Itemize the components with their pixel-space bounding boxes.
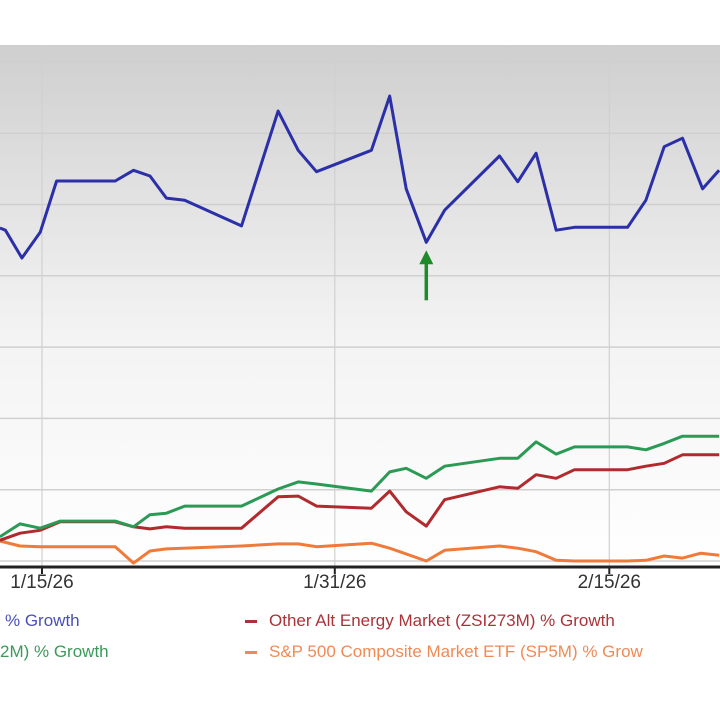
series-line-2 (0, 434, 720, 539)
plot-background (0, 45, 720, 567)
arrow-up-icon (419, 250, 434, 265)
legend-item-company: % Growth (5, 611, 80, 631)
legend-label: % Growth (5, 611, 80, 630)
x-tick-label: 2/15/26 (577, 572, 641, 593)
legend-label: S&P 500 Composite Market ETF (SP5M) % Gr… (269, 642, 643, 661)
x-tick-label: 1/31/26 (303, 572, 367, 593)
legend-label: Other Alt Energy Market (ZSI273M) % Grow… (269, 611, 615, 630)
series-line-3 (0, 539, 720, 565)
x-tick-label: 1/15/26 (10, 572, 74, 593)
legend-item-industry: Other Alt Energy Market (ZSI273M) % Grow… (245, 611, 615, 631)
series-line-0 (0, 94, 720, 260)
legend-swatch (245, 619, 257, 623)
legend-label: 2M) % Growth (0, 642, 109, 661)
legend-item-sector: 2M) % Growth (0, 642, 109, 662)
legend-item-sp500: S&P 500 Composite Market ETF (SP5M) % Gr… (245, 642, 643, 662)
legend-swatch (245, 650, 257, 654)
